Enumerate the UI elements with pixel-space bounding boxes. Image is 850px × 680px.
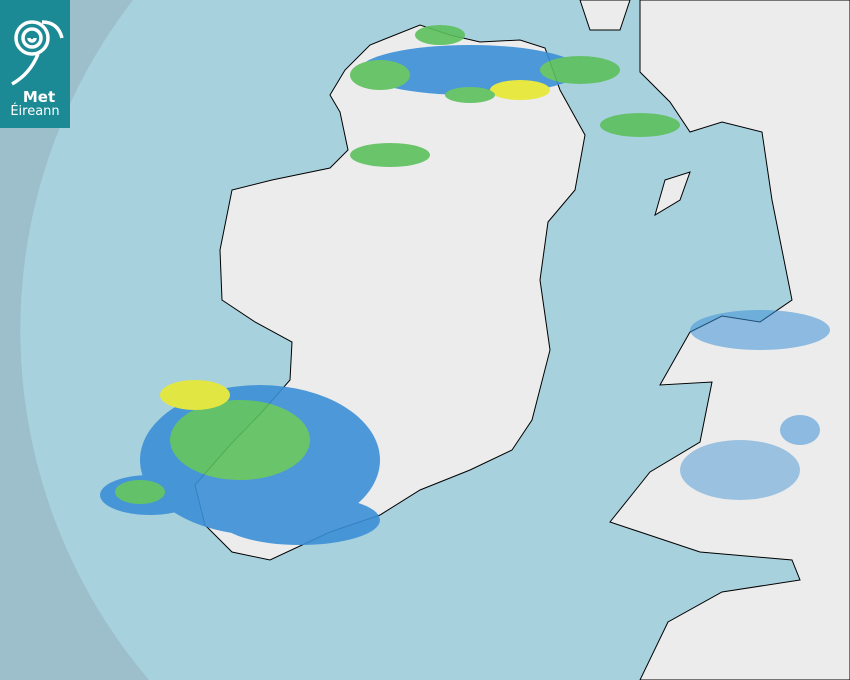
scottish-island (579, 0, 631, 31)
isle-of-man (654, 171, 691, 217)
logo-text-eireann: Éireann (10, 104, 60, 119)
logo-text-met: Met (22, 88, 56, 106)
rain-echoes (100, 25, 830, 545)
swirl-logo-icon (11, 20, 64, 86)
met-eireann-logo: Met Éireann (0, 0, 70, 128)
outside-radar-range (0, 0, 149, 680)
